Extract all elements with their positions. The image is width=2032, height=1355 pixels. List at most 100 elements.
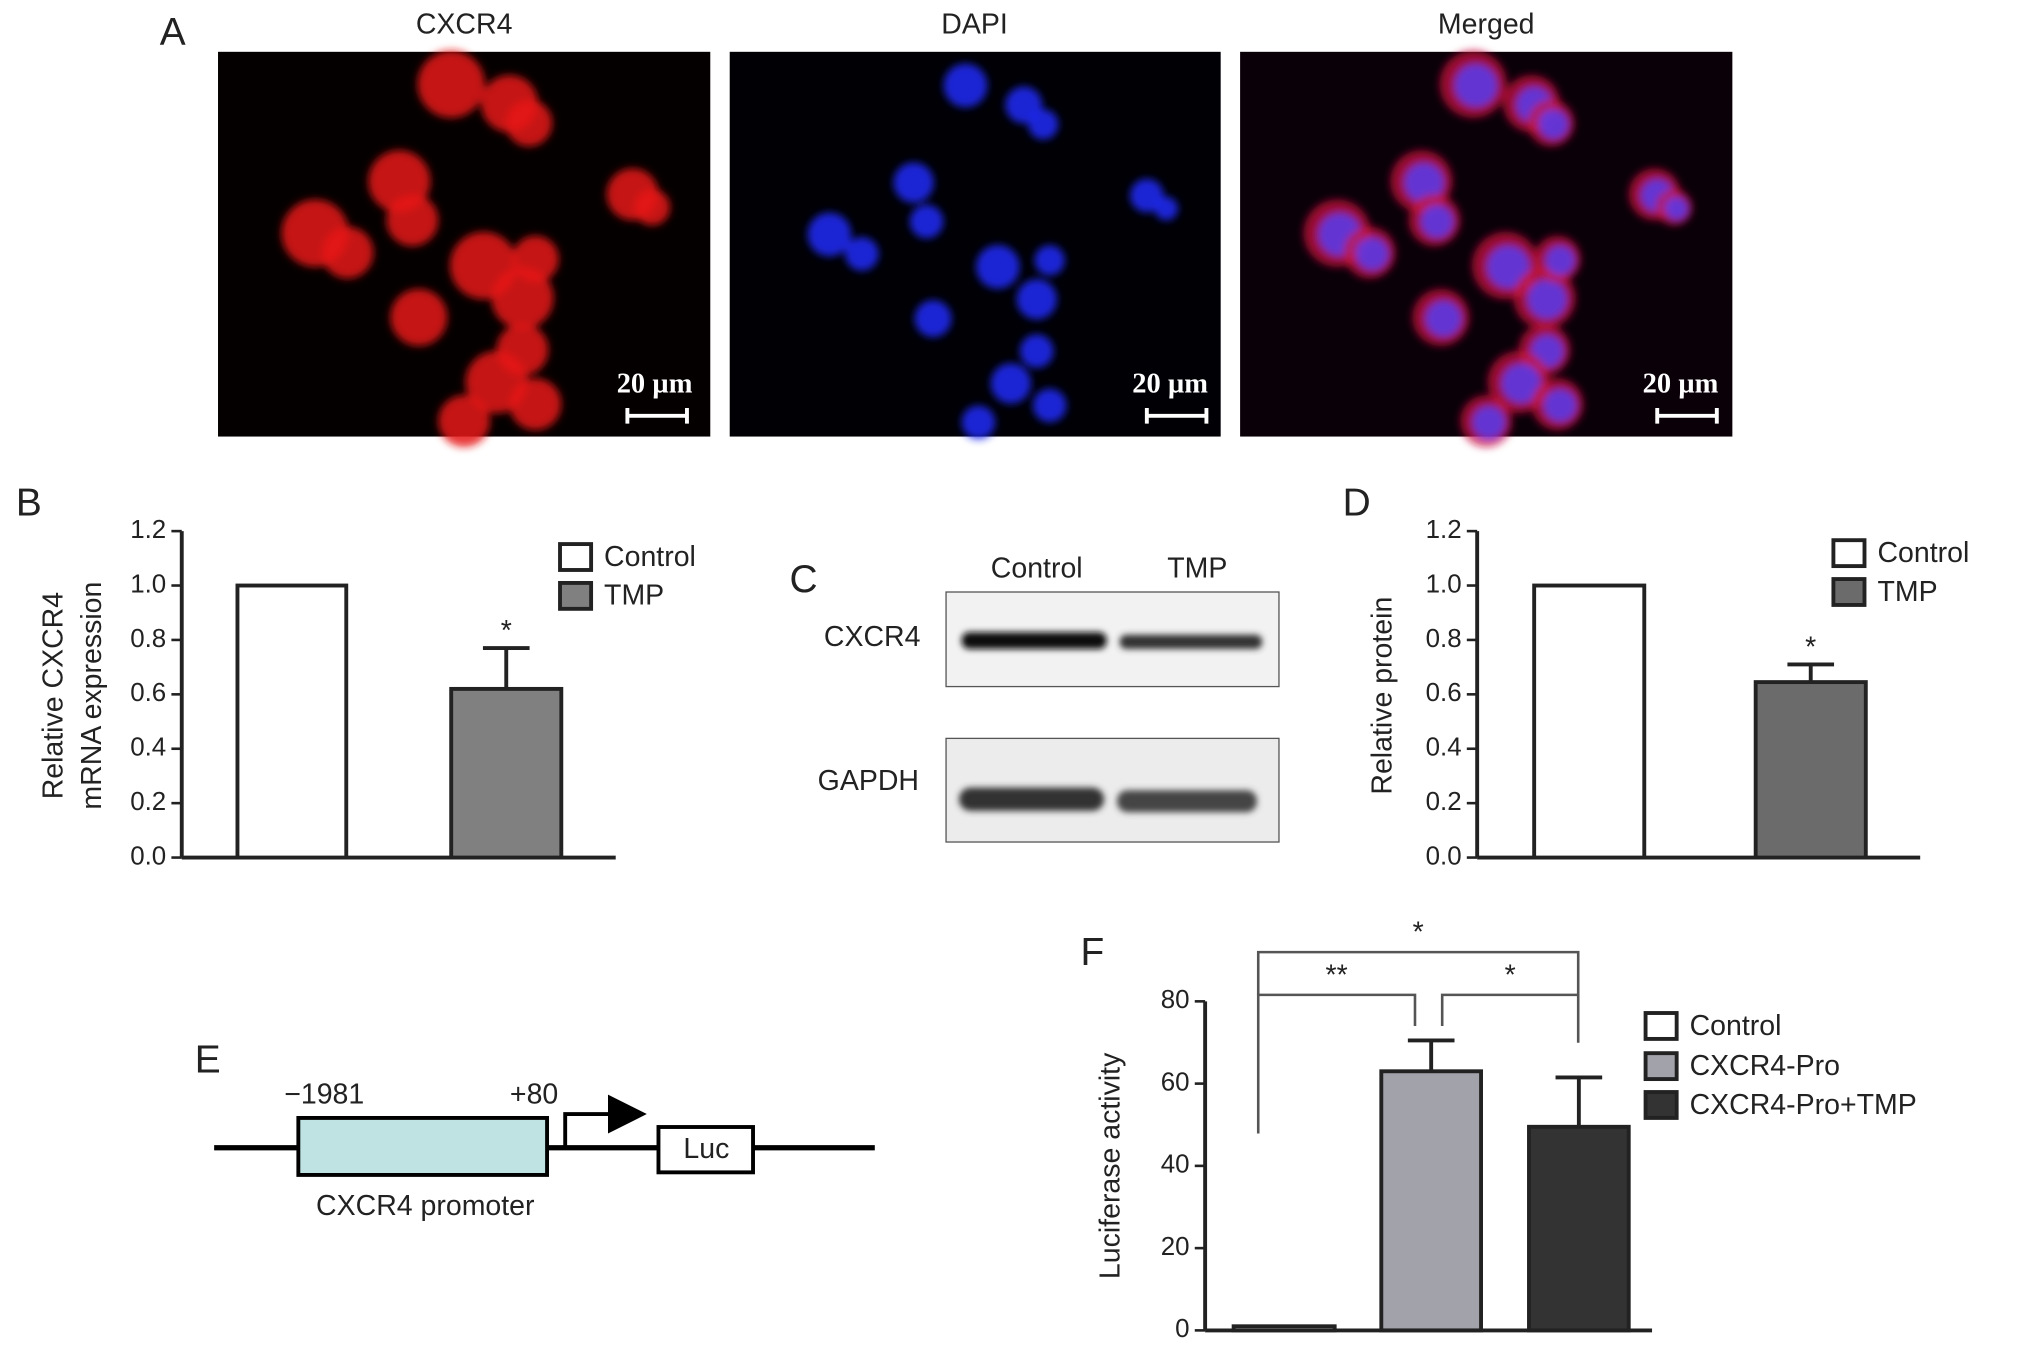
cell [491,266,554,330]
y-axis-label: Relative protein [1366,597,1398,795]
cell [509,378,562,431]
y-tick-label: 0.6 [130,679,166,707]
nucleus [1129,178,1164,213]
legend-swatch [1643,1011,1679,1041]
significance: * [501,615,512,647]
scale-bar-label: 20 µm [1132,369,1208,400]
bar [449,686,564,860]
row-label: GAPDH [818,765,919,797]
legend-swatch [1831,538,1867,569]
nucleus [1403,162,1445,203]
lane-label: Control [991,553,1083,585]
nucleus [914,300,952,338]
nucleus [975,244,1020,289]
y-tick-label: 0.8 [1426,625,1462,653]
nucleus [1032,388,1067,423]
bar [1532,583,1647,860]
y-axis-label: Luciferase activity [1094,1052,1126,1279]
lane-label: TMP [1167,553,1227,585]
panel-label: E [195,1039,221,1082]
scale-bar [625,408,1719,424]
bracket [1256,950,1580,995]
bar [235,583,349,860]
y-tick-label: 80 [1161,986,1190,1014]
y-axis-label: Relative CXCR4 [37,592,69,799]
row-label: CXCR4 [824,621,921,653]
bar [1231,1324,1337,1333]
comparison-label: * [1413,917,1424,949]
scale-bar-label: 20 µm [617,369,693,400]
nucleus [1154,196,1179,221]
error-bar [1407,1038,1455,1072]
y-tick-label: 20 [1161,1233,1190,1261]
region-label: CXCR4 promoter [316,1190,535,1222]
panel-label: C [790,558,818,601]
y-tick-label: 0.4 [1426,734,1462,762]
y-tick-label: 0.0 [1426,842,1462,870]
nucleus [1486,244,1531,289]
cell-group [807,63,1179,440]
legend-swatch [558,580,594,611]
y-tick-label: 1.2 [1426,516,1462,544]
nucleus [1526,279,1568,320]
y-tick-label: 0 [1175,1315,1189,1343]
legend-swatch [1831,577,1867,607]
reporter-label: Luc [683,1133,729,1165]
nucleus [1028,109,1059,140]
legend-label: Control [1877,537,1969,569]
cells [281,50,1693,447]
bands [959,632,1263,813]
y-tick-label: 0.0 [130,842,166,870]
bracket [1256,993,1417,1134]
y-tick-label: 0.4 [130,734,166,762]
bar [1753,680,1868,860]
nucleus [1016,279,1057,320]
panel-label: D [1343,481,1371,524]
nucleus [1664,196,1689,221]
nucleus [943,63,988,108]
legend-swatch [1643,1051,1679,1082]
legend-swatch [1643,1090,1679,1120]
legend-label: CXCR4-Pro [1690,1050,1840,1082]
legend-swatch [558,542,594,572]
y-tick-label: 1.2 [130,516,166,544]
cell [386,194,439,247]
nucleus [807,212,852,257]
y-tick-label: 1.0 [1426,570,1462,598]
tss-arrow [563,1094,647,1148]
nucleus [1543,388,1577,423]
nucleus [1471,405,1506,440]
image-title: DAPI [941,8,1007,40]
y-tick-label: 0.2 [1426,788,1462,816]
luc-box [656,1125,755,1175]
nucleus [1034,245,1065,276]
cell [512,235,559,283]
position-label: +80 [510,1078,558,1110]
image-title: Merged [1438,8,1535,40]
cell [633,189,671,226]
nucleus [1420,204,1454,239]
promoter-box [296,1115,550,1177]
bracket [1440,993,1580,1043]
legend-label: TMP [604,580,664,612]
comparison-label: ** [1326,959,1348,991]
legend-label: Control [1690,1010,1782,1042]
legend-label: Control [604,541,696,573]
error-bar [482,646,530,689]
nucleus [893,162,934,203]
y-tick-label: 1.0 [130,570,166,598]
nucleus [909,204,944,239]
error-bar [1787,662,1835,683]
y-tick-label: 0.8 [130,625,166,653]
panel-label: A [160,11,186,54]
bar [1527,1124,1631,1333]
cell-group [281,50,671,447]
error-bar [1555,1075,1603,1127]
nucleus [1424,300,1463,338]
cell [505,99,553,147]
y-axis-label: mRNA expression [76,582,108,810]
nucleus [1544,245,1576,276]
y-tick-label: 0.2 [130,788,166,816]
